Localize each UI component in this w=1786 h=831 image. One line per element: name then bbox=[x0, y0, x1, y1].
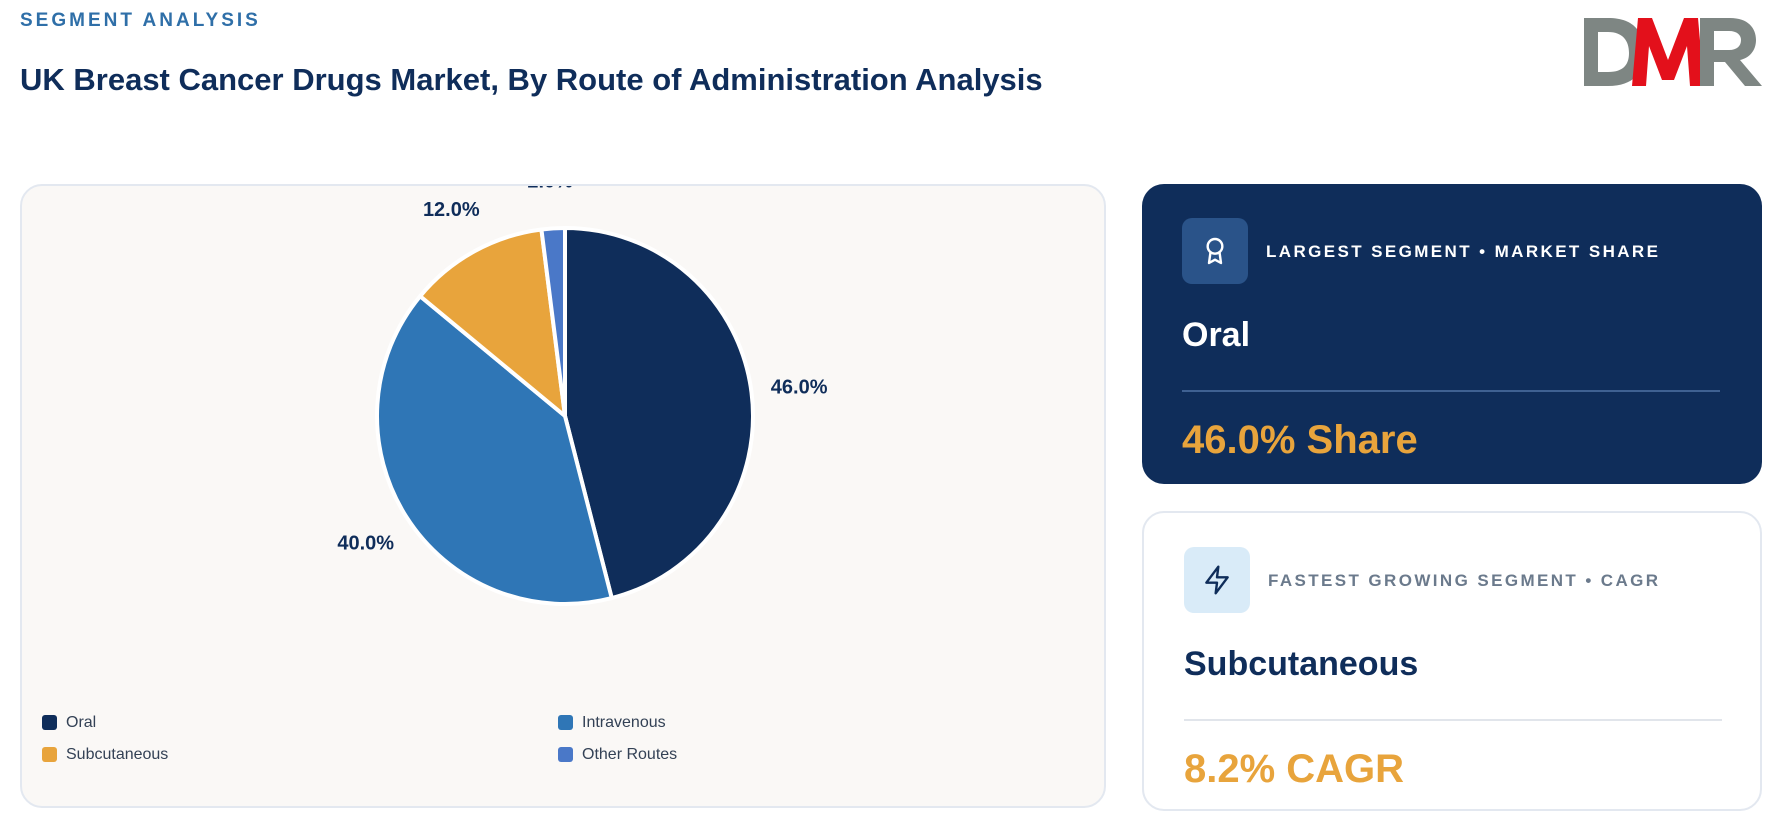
divider bbox=[1184, 719, 1722, 721]
slice-label-intravenous: 40.0% bbox=[337, 532, 394, 554]
largest-segment-value: 46.0% Share bbox=[1182, 418, 1418, 462]
largest-segment-name: Oral bbox=[1182, 316, 1251, 354]
chart-legend: Oral Intravenous Subcutaneous Other Rout… bbox=[42, 713, 1082, 764]
section-kicker: SEGMENT ANALYSIS bbox=[20, 10, 261, 31]
legend-swatch bbox=[558, 747, 573, 762]
largest-segment-heading: LARGEST SEGMENT • MARKET SHARE bbox=[1266, 242, 1661, 261]
legend-item-intravenous: Intravenous bbox=[558, 713, 1074, 732]
fastest-growing-name: Subcutaneous bbox=[1184, 645, 1419, 683]
legend-swatch bbox=[558, 715, 573, 730]
legend-item-oral: Oral bbox=[42, 713, 558, 732]
fastest-growing-card: FASTEST GROWING SEGMENT • CAGR Subcutane… bbox=[1142, 511, 1762, 811]
pie-chart: 46.0% 40.0% 12.0% 2.0% bbox=[337, 186, 828, 606]
pie-slice-oral bbox=[563, 226, 755, 601]
legend-item-subcutaneous: Subcutaneous bbox=[42, 745, 558, 764]
fastest-growing-heading: FASTEST GROWING SEGMENT • CAGR bbox=[1268, 571, 1661, 590]
pie-slice-other-routes bbox=[539, 226, 567, 418]
legend-label: Oral bbox=[66, 713, 97, 731]
pie-slice-intravenous bbox=[375, 294, 614, 606]
slice-label-oral: 46.0% bbox=[771, 376, 828, 398]
page-title: UK Breast Cancer Drugs Market, By Route … bbox=[20, 62, 1043, 97]
slice-label-subcutaneous: 12.0% bbox=[423, 199, 480, 221]
lightning-icon bbox=[1184, 547, 1250, 613]
divider bbox=[1182, 390, 1720, 392]
legend-label: Subcutaneous bbox=[66, 745, 169, 763]
pie-chart-card: 46.0% 40.0% 12.0% 2.0% Oral Intravenous Sub… bbox=[20, 184, 1106, 808]
slice-label-other-routes: 2.0% bbox=[527, 186, 573, 192]
dmr-logo bbox=[1582, 10, 1764, 88]
fastest-growing-value: 8.2% CAGR bbox=[1184, 747, 1405, 791]
legend-label: Intravenous bbox=[582, 713, 666, 731]
largest-segment-card: LARGEST SEGMENT • MARKET SHARE Oral 46.0… bbox=[1142, 184, 1762, 484]
legend-item-other-routes: Other Routes bbox=[558, 745, 1074, 764]
pie-slice-subcutaneous bbox=[418, 227, 567, 418]
award-icon bbox=[1182, 218, 1248, 284]
legend-label: Other Routes bbox=[582, 745, 678, 763]
dmr-logo-graphic bbox=[1584, 18, 1762, 86]
legend-swatch bbox=[42, 715, 57, 730]
legend-swatch bbox=[42, 747, 57, 762]
